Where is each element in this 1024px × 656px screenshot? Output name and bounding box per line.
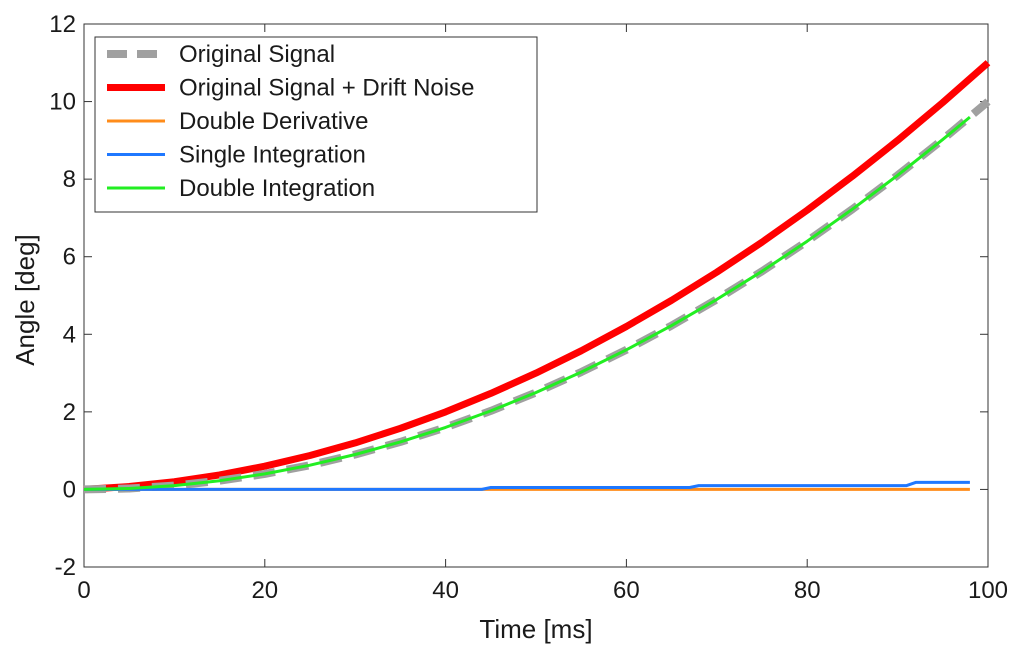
legend-label: Original Signal (179, 41, 335, 68)
legend-label: Double Derivative (179, 108, 368, 135)
series-lines (83, 60, 991, 494)
y-tick-label: 8 (63, 166, 76, 193)
x-tick-label: 100 (968, 577, 1008, 604)
legend-label: Single Integration (179, 142, 366, 169)
y-axis-label: Angle [deg] (10, 234, 40, 366)
legend-box (94, 36, 538, 213)
y-tick-label: 10 (49, 89, 76, 116)
y-tick-label: 6 (63, 244, 76, 271)
x-tick-label: 60 (613, 577, 640, 604)
series-line-3 (84, 480, 970, 491)
y-tick-label: 2 (63, 399, 76, 426)
legend: Original Signal Original Signal + Drift N… (94, 36, 538, 213)
plot-frame (83, 23, 989, 568)
x-tick-label: 0 (77, 577, 90, 604)
x-tick-label: 20 (251, 577, 278, 604)
series-line-1 (83, 60, 991, 493)
legend-label: Double Integration (179, 175, 375, 202)
y-tick-label: 12 (49, 11, 76, 38)
y-tick-label: -2 (55, 554, 76, 581)
x-tick-label: 80 (794, 577, 821, 604)
x-tick-label: 40 (432, 577, 459, 604)
y-tick-label: 4 (63, 321, 76, 348)
series-line-4 (83, 115, 971, 491)
plot-border (83, 23, 989, 568)
y-tick-label: 0 (63, 476, 76, 503)
legend-label: Original Signal + Drift Noise (179, 75, 474, 102)
x-axis-label: Time [ms] (479, 614, 592, 644)
